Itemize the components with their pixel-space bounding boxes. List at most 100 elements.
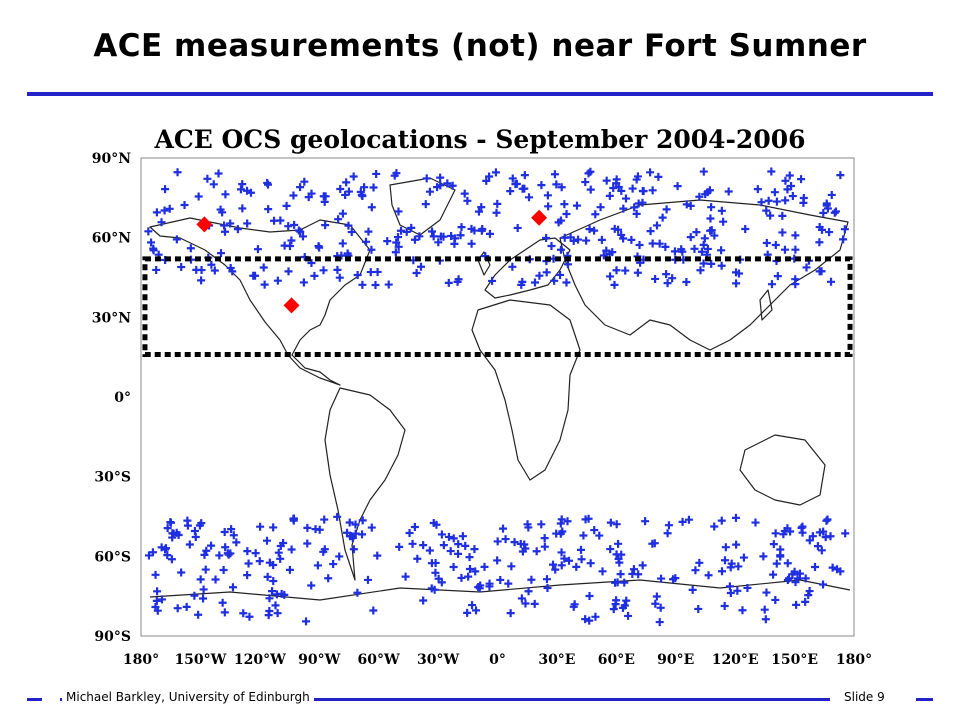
data-point-plus xyxy=(369,183,378,192)
data-point-plus xyxy=(733,586,742,595)
data-point-plus xyxy=(743,583,752,592)
data-point-plus xyxy=(699,259,708,268)
data-point-plus xyxy=(648,539,657,548)
data-point-plus xyxy=(695,192,704,201)
data-point-plus xyxy=(221,543,230,552)
data-point-plus xyxy=(696,266,705,275)
data-point-plus xyxy=(590,526,599,535)
data-point-plus xyxy=(769,540,778,549)
data-point-plus xyxy=(285,242,294,251)
data-point-plus xyxy=(218,208,227,217)
data-point-plus xyxy=(606,272,615,281)
data-point-plus xyxy=(705,186,714,195)
data-point-plus xyxy=(504,579,513,588)
data-point-plus xyxy=(431,568,440,577)
data-point-plus xyxy=(520,184,529,193)
data-point-plus xyxy=(508,262,517,271)
data-point-plus xyxy=(358,516,367,525)
data-point-plus xyxy=(562,278,571,287)
data-point-plus xyxy=(233,225,242,234)
data-point-plus xyxy=(296,183,305,192)
data-point-plus xyxy=(813,542,822,551)
data-point-plus xyxy=(226,263,235,272)
data-point-plus xyxy=(215,551,224,560)
data-point-plus xyxy=(220,221,229,230)
data-point-plus xyxy=(612,520,621,529)
data-point-plus xyxy=(624,611,633,620)
data-point-plus xyxy=(153,587,162,596)
data-point-plus xyxy=(830,208,839,217)
data-point-plus xyxy=(658,213,667,222)
y-tick-label: 0° xyxy=(114,390,131,406)
data-point-plus xyxy=(506,609,515,618)
data-point-plus xyxy=(662,270,671,279)
data-point-plus xyxy=(616,570,625,579)
data-point-plus xyxy=(392,238,401,247)
data-point-plus xyxy=(450,239,459,248)
data-point-plus xyxy=(439,541,448,550)
data-point-plus xyxy=(622,596,631,605)
data-point-plus xyxy=(165,204,174,213)
data-point-plus xyxy=(791,275,800,284)
data-point-plus xyxy=(732,540,741,549)
data-point-plus xyxy=(764,196,773,205)
data-point-plus xyxy=(598,567,607,576)
data-point-plus xyxy=(153,606,162,615)
data-point-plus xyxy=(448,181,457,190)
data-point-plus xyxy=(609,183,618,192)
data-point-plus xyxy=(766,211,775,220)
data-point-plus xyxy=(313,561,322,570)
data-point-plus xyxy=(635,240,644,249)
data-point-plus xyxy=(177,568,186,577)
data-point-plus xyxy=(436,181,445,190)
data-point-plus xyxy=(619,234,628,243)
footer-rule-right xyxy=(916,698,933,701)
data-point-plus xyxy=(799,194,808,203)
data-point-plus xyxy=(405,529,414,538)
data-point-plus xyxy=(691,566,700,575)
data-point-plus xyxy=(639,187,648,196)
data-point-plus xyxy=(610,280,619,289)
data-point-plus xyxy=(157,218,166,227)
data-point-plus xyxy=(602,176,611,185)
data-point-plus xyxy=(157,595,166,604)
data-point-plus xyxy=(197,266,206,275)
data-point-plus xyxy=(397,226,406,235)
data-point-plus xyxy=(464,572,473,581)
data-point-plus xyxy=(627,235,636,244)
data-point-plus xyxy=(772,197,781,206)
data-point-plus xyxy=(458,532,467,541)
data-point-plus xyxy=(790,567,799,576)
data-point-plus xyxy=(556,270,565,279)
data-point-plus xyxy=(540,534,549,543)
data-point-plus xyxy=(781,176,790,185)
data-point-plus xyxy=(757,198,766,207)
data-point-plus xyxy=(245,612,254,621)
x-tick-label: 120°E xyxy=(712,652,759,668)
data-point-plus xyxy=(525,193,534,202)
data-point-plus xyxy=(613,578,622,587)
data-point-plus xyxy=(425,187,434,196)
data-point-plus xyxy=(463,196,472,205)
data-point-plus xyxy=(591,210,600,219)
data-point-plus xyxy=(638,198,647,207)
data-point-plus xyxy=(304,193,313,202)
data-point-plus xyxy=(761,615,770,624)
data-point-plus xyxy=(348,534,357,543)
x-tick-label: 180° xyxy=(836,652,872,668)
data-point-plus xyxy=(493,199,502,208)
data-point-plus xyxy=(456,231,465,240)
data-point-plus xyxy=(443,179,452,188)
data-point-plus xyxy=(402,227,411,236)
data-point-plus xyxy=(238,204,247,213)
data-point-plus xyxy=(336,184,345,193)
data-point-plus xyxy=(762,239,771,248)
data-point-plus xyxy=(576,545,585,554)
data-point-plus xyxy=(349,545,358,554)
data-point-plus xyxy=(780,245,789,254)
data-point-plus xyxy=(670,247,679,256)
data-point-plus xyxy=(243,219,252,228)
data-point-plus xyxy=(841,529,850,538)
data-point-plus xyxy=(562,209,571,218)
y-tick-label: 60°N xyxy=(92,231,131,247)
